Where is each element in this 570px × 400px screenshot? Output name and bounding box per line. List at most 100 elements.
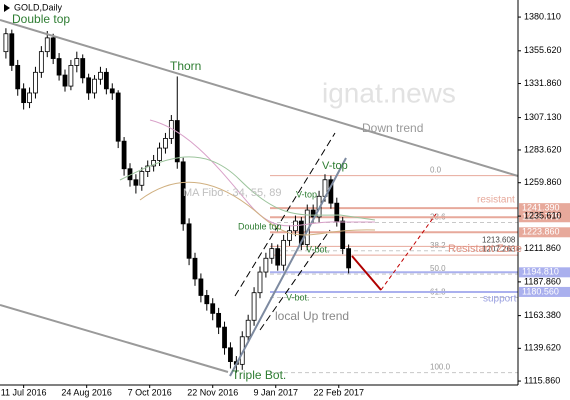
candle-body (62, 74, 68, 87)
candle-body (68, 65, 74, 87)
annotation: V-top (322, 160, 348, 172)
candle-body (56, 58, 62, 76)
level-label: 1207.263 (482, 244, 516, 253)
candle-body (180, 161, 186, 225)
channel-dash (259, 229, 331, 331)
candle-body (251, 292, 257, 321)
candle-body (92, 78, 97, 94)
candle-body (27, 92, 32, 104)
candle-body (257, 271, 263, 294)
projection-dash (380, 213, 437, 291)
annotation: Double top (12, 12, 70, 26)
level-box (519, 286, 570, 297)
level-box (519, 212, 570, 223)
candle-body (228, 347, 233, 362)
x-tick-label: 9 Jan 2017 (253, 387, 298, 397)
candle-body (9, 33, 15, 66)
title-icon (4, 4, 10, 12)
fibo-label: 0.0 (430, 166, 442, 175)
candle-body (210, 303, 216, 314)
y-tick-label: 1331.860 (524, 78, 562, 88)
annotation: V-bot. (306, 244, 330, 254)
candle-body (287, 230, 292, 241)
x-tick-label: 11 Jul 2016 (1, 387, 47, 397)
y-tick-label: 1163.380 (524, 310, 561, 320)
candle-body (38, 51, 44, 73)
candle-body (44, 37, 50, 53)
annotation: Down trend (362, 121, 423, 135)
candle-body (103, 71, 109, 90)
level-label: 1223.860 (522, 227, 560, 237)
annotation: Triple Bot. (232, 368, 286, 382)
annotation: Resistant Zone (448, 243, 522, 255)
annotation: resistant (477, 195, 515, 206)
y-tick-label: 1380.110 (524, 11, 561, 21)
candle-body (186, 223, 192, 259)
down-trend-line (0, 19, 519, 177)
level-label: 1234.775 (522, 212, 560, 222)
candle-body (50, 37, 56, 59)
candle-body (115, 92, 121, 142)
candle-body (74, 58, 80, 66)
candle-body (139, 171, 145, 186)
moving-average (149, 119, 375, 227)
candle-body (263, 257, 269, 273)
level-box (519, 227, 570, 238)
candle-body (163, 138, 168, 149)
moving-average (119, 156, 376, 221)
candle-body (216, 312, 222, 328)
level-box (519, 203, 570, 214)
annotation: V-bot. (286, 292, 310, 302)
channel-dash (234, 132, 336, 297)
channel-line (0, 304, 229, 373)
candle-body (281, 239, 287, 266)
level-label: 1180.560 (522, 286, 559, 296)
annotation: V-top (296, 189, 317, 199)
watermark: ignat.news (322, 77, 456, 108)
annotation: Double top (238, 221, 282, 231)
candle-body (157, 147, 162, 161)
level-box (519, 267, 570, 278)
up-trend-line (229, 157, 347, 377)
x-tick-label: 22 Nov 2016 (187, 387, 238, 397)
candle-body (174, 120, 180, 163)
candle-body (33, 71, 38, 94)
candle-body (275, 248, 281, 266)
projection (351, 255, 382, 291)
annotation: local Up trend (275, 309, 349, 323)
candle-body (222, 326, 227, 349)
candle-body (15, 65, 21, 90)
candle-body (21, 88, 27, 104)
y-tick-label: 1355.620 (524, 45, 562, 55)
candle-body (346, 248, 352, 269)
y-tick-label: 1139.620 (524, 343, 561, 353)
y-tick-label: 1187.860 (524, 276, 561, 286)
candle-body (3, 33, 9, 53)
annotation: support (483, 294, 517, 305)
annotation: Thorn (170, 59, 201, 73)
y-tick-label: 1283.620 (524, 144, 562, 154)
layers: ignat.news0.023.638.250.061.8100.01241.3… (3, 28, 570, 374)
y-tick-label: 1211.860 (524, 243, 561, 253)
chart-title: GOLD,Daily (14, 2, 63, 12)
candle-body (98, 71, 103, 80)
fibo-label: 38.2 (430, 241, 446, 250)
y-tick-label: 1307.130 (524, 112, 562, 122)
candle-body (310, 209, 316, 218)
fibo-label: 50.0 (430, 264, 446, 273)
candle-body (269, 248, 275, 259)
y-tick-label: 1115.860 (524, 375, 560, 385)
x-tick-label: 7 Oct 2016 (128, 387, 172, 397)
candle-body (198, 278, 204, 296)
candle-body (133, 179, 139, 186)
candle-body (192, 257, 198, 280)
candle-body (245, 319, 251, 338)
x-tick-label: 24 Aug 2016 (61, 387, 112, 397)
moving-average (139, 181, 376, 236)
candle-body (204, 295, 210, 305)
level-label: 1213.608 (482, 236, 516, 245)
annotation: MA Fibo : 34, 55, 89 (183, 187, 281, 199)
candle-body (121, 140, 127, 170)
y-tick-label: 1259.860 (524, 177, 562, 187)
